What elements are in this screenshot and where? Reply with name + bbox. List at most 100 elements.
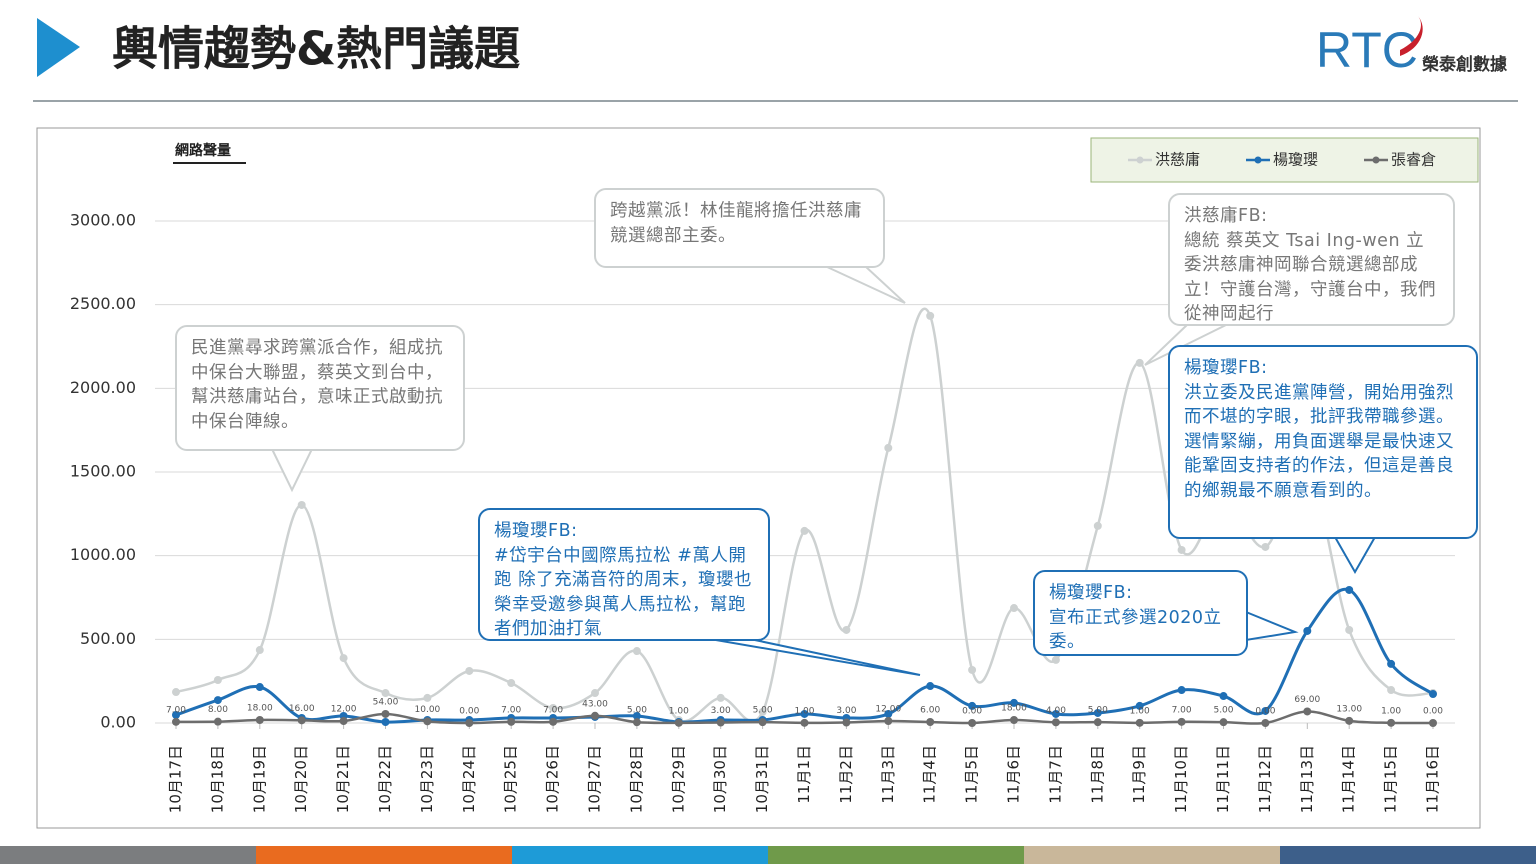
data-label: 7.00 — [501, 705, 521, 715]
point — [465, 719, 474, 727]
callout: 民進黨尋求跨黨派合作，組成抗中保台大聯盟，蔡英文到台中，幫洪慈庸站台，意味正式啟… — [175, 325, 465, 451]
point — [339, 654, 348, 663]
data-label: 8.00 — [208, 705, 228, 715]
point — [381, 689, 390, 698]
x-tick-label: 10月22日 — [376, 745, 394, 813]
point — [297, 716, 306, 725]
x-tick-label: 11月16日 — [1424, 745, 1442, 813]
point — [1051, 718, 1060, 727]
point — [1303, 626, 1312, 635]
point — [1219, 692, 1228, 701]
point — [549, 703, 558, 712]
legend-marker — [1136, 156, 1144, 164]
point — [1135, 718, 1144, 727]
data-label: 18.00 — [1001, 703, 1027, 713]
point — [465, 666, 474, 675]
data-label: 6.00 — [920, 705, 940, 715]
point — [1345, 716, 1354, 725]
x-tick-label: 11月3日 — [879, 745, 897, 804]
point — [800, 526, 809, 535]
point — [1177, 686, 1186, 695]
x-tick-label: 11月11日 — [1214, 745, 1232, 813]
point — [1387, 659, 1396, 668]
x-tick-label: 10月30日 — [711, 745, 729, 813]
point — [968, 701, 977, 710]
legend-label: 張睿倉 — [1391, 151, 1436, 169]
point — [255, 646, 264, 655]
y-tick-label: 3000.00 — [70, 211, 136, 230]
point — [632, 718, 641, 727]
footer-bar — [1280, 846, 1536, 864]
point — [1051, 655, 1060, 664]
point — [213, 717, 222, 726]
point — [507, 717, 516, 726]
y-tick-label: 1500.00 — [70, 462, 136, 481]
point — [213, 675, 222, 684]
x-tick-label: 10月18日 — [208, 745, 226, 813]
y-tick-label: 500.00 — [80, 629, 136, 648]
point — [1010, 715, 1018, 724]
point — [716, 693, 725, 702]
data-label: 0.00 — [1423, 707, 1443, 717]
x-tick-label: 10月26日 — [544, 745, 562, 813]
x-tick-label: 10月17日 — [167, 745, 185, 813]
point — [1261, 719, 1270, 727]
footer-bar — [0, 846, 256, 864]
data-label: 5.00 — [627, 706, 647, 716]
callout: 洪慈庸FB: 總統 蔡英文 Tsai Ing-wen 立委洪慈庸神岡聯合競選總部… — [1168, 193, 1455, 326]
x-tick-label: 11月9日 — [1130, 745, 1148, 804]
footer-bar — [512, 846, 768, 864]
data-label: 7.00 — [1172, 705, 1192, 715]
data-label: 5.00 — [1088, 706, 1108, 716]
y-tick-label: 2500.00 — [70, 294, 136, 313]
x-tick-label: 11月13日 — [1298, 745, 1316, 813]
point — [1261, 706, 1270, 715]
point — [842, 625, 851, 634]
point — [1177, 545, 1186, 554]
footer-bar — [256, 846, 512, 864]
footer-bar — [1024, 846, 1280, 864]
point — [591, 711, 599, 720]
callout: 楊瓊瓔FB: 洪立委及民進黨陣營，開始用強烈而不堪的字眼，批評我帶職參選。 選情… — [1168, 345, 1478, 539]
legend-label: 楊瓊瓔 — [1273, 151, 1318, 169]
callout: 跨越黨派！林佳龍將擔任洪慈庸競選總部主委。 — [594, 188, 885, 268]
data-label: 12.00 — [875, 704, 901, 714]
point — [172, 688, 180, 697]
point — [381, 709, 390, 718]
data-label: 3.00 — [711, 706, 731, 716]
point — [632, 647, 641, 656]
point — [1345, 585, 1354, 594]
company: 榮泰創數據 — [1422, 54, 1508, 75]
point — [1429, 719, 1437, 727]
point — [423, 693, 432, 702]
point — [339, 716, 348, 725]
point — [1093, 708, 1102, 717]
data-label: 3.00 — [836, 706, 856, 716]
point — [926, 717, 935, 726]
y-tick-label: 2000.00 — [70, 378, 136, 397]
data-label: 5.00 — [753, 706, 773, 716]
point — [716, 718, 725, 727]
x-tick-label: 11月12日 — [1256, 745, 1274, 813]
data-label: 0.00 — [962, 707, 982, 717]
point — [884, 709, 893, 718]
x-tick-label: 11月5日 — [963, 745, 981, 804]
x-tick-label: 11月7日 — [1046, 745, 1064, 804]
data-label: 1.00 — [794, 706, 814, 716]
point — [1177, 717, 1186, 726]
x-tick-label: 10月31日 — [753, 745, 771, 813]
callout: 楊瓊瓔FB: 宣布正式參選2020立委。 — [1033, 570, 1248, 656]
x-tick-label: 11月8日 — [1088, 745, 1106, 804]
footer-bar — [768, 846, 1024, 864]
y-tick-label: 0.00 — [100, 713, 136, 732]
point — [213, 696, 222, 705]
data-label: 1.00 — [1381, 706, 1401, 716]
legend-label: 洪慈庸 — [1155, 151, 1200, 169]
data-label: 1.00 — [669, 706, 689, 716]
data-label: 18.00 — [247, 703, 273, 713]
x-tick-label: 10月29日 — [669, 745, 687, 813]
data-label: 10.00 — [415, 705, 441, 715]
point — [1303, 707, 1312, 716]
point — [172, 717, 180, 726]
point — [1135, 358, 1144, 367]
